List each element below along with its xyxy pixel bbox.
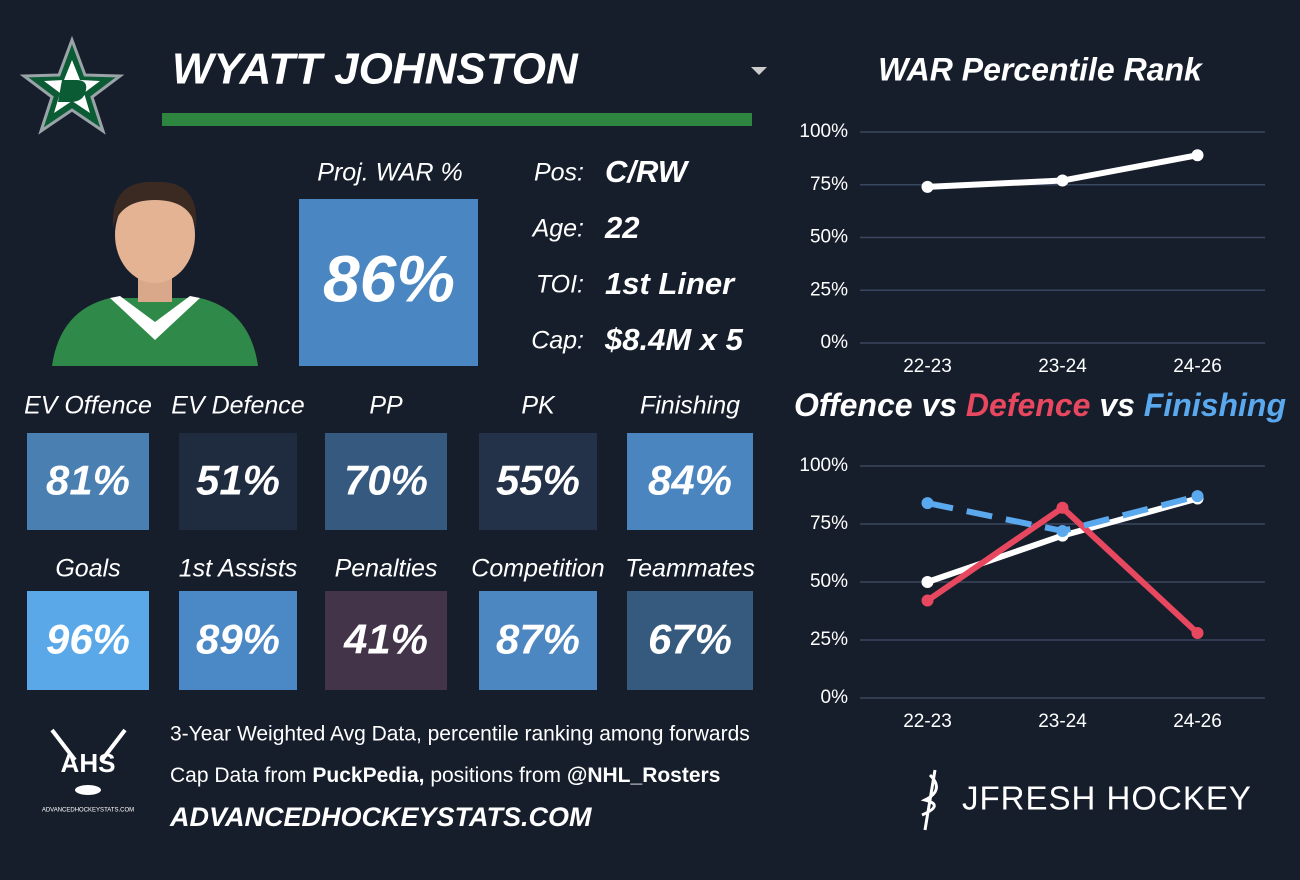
y-tick-label: 75% — [810, 513, 848, 534]
series-name: Offence — [794, 387, 913, 423]
series-name: Finishing — [1144, 387, 1286, 423]
player-name: WYATT JOHNSTON — [172, 45, 579, 94]
stat-value: 96% — [46, 616, 130, 663]
stat-label: PP — [369, 392, 403, 420]
y-tick-label: 25% — [810, 629, 848, 650]
footer-text: Cap Data from — [170, 764, 307, 787]
stat-tile — [479, 433, 597, 530]
bio-label: TOI: — [536, 271, 584, 299]
team-logo — [19, 35, 125, 135]
footer-source: @NHL_Rosters — [567, 764, 721, 787]
team-bar — [162, 113, 752, 126]
stat-value: 51% — [196, 457, 280, 504]
stat-label: 1st Assists — [179, 555, 298, 583]
brand-mark — [920, 769, 938, 831]
stat-tile — [325, 433, 447, 530]
stat-tile — [27, 591, 149, 690]
stat-value: 87% — [496, 616, 580, 663]
x-tick-label: 22-23 — [903, 711, 952, 732]
data-point — [1191, 627, 1204, 640]
data-point — [1056, 524, 1069, 537]
data-point — [921, 180, 934, 193]
x-tick-label: 23-24 — [1038, 356, 1087, 377]
stat-label: Competition — [471, 555, 604, 583]
data-point — [921, 576, 934, 588]
chart-title: Offence vs Defence vs Finishing — [794, 387, 1286, 423]
player-photo — [52, 181, 258, 366]
website: ADVANCEDHOCKEYSTATS.COM — [169, 802, 592, 832]
bio-value: C/RW — [605, 154, 690, 189]
stat-value: 81% — [46, 457, 130, 504]
footer-line2: Cap Data from PuckPedia, positions from … — [170, 764, 720, 787]
stat-label: Teammates — [625, 555, 755, 583]
stat-tile — [627, 591, 753, 690]
brand-name: JFRESH HOCKEY — [962, 780, 1252, 817]
x-tick-label: 24-26 — [1173, 356, 1222, 377]
stat-label: Finishing — [640, 392, 740, 420]
footer-source: PuckPedia, — [312, 764, 424, 787]
y-tick-label: 50% — [810, 571, 848, 592]
data-point — [1191, 490, 1204, 503]
data-point — [1056, 501, 1069, 514]
stat-label: EV Defence — [171, 392, 304, 420]
title-separator: vs — [921, 387, 957, 423]
stat-tile — [179, 591, 297, 690]
y-tick-label: 25% — [810, 279, 848, 300]
footer-line1: 3-Year Weighted Avg Data, percentile ran… — [170, 723, 750, 746]
bio: Pos: C/RW Age: 22 TOI: 1st Liner Cap: $8.4M x 5 — [531, 154, 744, 357]
series-name: Defence — [966, 387, 1091, 423]
bio-label: Age: — [531, 215, 584, 243]
data-point — [1056, 174, 1069, 187]
stat-label: EV Offence — [24, 392, 152, 420]
stat-label: Goals — [55, 555, 120, 583]
bio-value: 22 — [604, 210, 639, 245]
x-tick-label: 22-23 — [903, 356, 952, 377]
title-separator: vs — [1099, 387, 1135, 423]
proj-war-value: 86% — [323, 241, 455, 315]
stat-value: 70% — [344, 457, 428, 504]
proj-war-tile — [299, 199, 478, 366]
data-point — [921, 497, 934, 510]
y-tick-label: 100% — [799, 121, 848, 142]
dropdown-arrow[interactable] — [751, 67, 767, 75]
bio-label: Cap: — [531, 327, 584, 355]
stat-tile — [179, 433, 297, 530]
stat-value: 41% — [343, 616, 428, 663]
stat-value: 55% — [496, 457, 580, 504]
bio-value: 1st Liner — [605, 266, 736, 301]
data-point — [921, 594, 934, 607]
stat-value: 84% — [648, 457, 732, 504]
stat-tile — [27, 433, 149, 530]
chart-title: WAR Percentile Rank — [878, 51, 1204, 87]
stat-value: 89% — [196, 616, 280, 663]
bio-value: $8.4M x 5 — [604, 322, 744, 357]
data-point — [1191, 149, 1204, 162]
bio-label: Pos: — [534, 159, 584, 187]
ahs-logo-url: ADVANCEDHOCKEYSTATS.COM — [42, 808, 134, 814]
stat-tile — [325, 591, 447, 690]
stat-tile — [479, 591, 597, 690]
x-tick-label: 24-26 — [1173, 711, 1222, 732]
proj-war-label: Proj. WAR % — [317, 159, 462, 187]
y-tick-label: 75% — [810, 174, 848, 195]
stat-label: PK — [521, 392, 556, 420]
stat-tiles: EV Offence 81% EV Defence 51% PP 70% PK 55% Fini… — [24, 392, 755, 690]
y-tick-label: 0% — [821, 687, 849, 708]
footer-text: positions from — [430, 764, 561, 787]
stat-tile — [627, 433, 753, 530]
stat-value: 67% — [648, 616, 732, 663]
y-tick-label: 50% — [810, 227, 848, 248]
x-tick-label: 23-24 — [1038, 711, 1087, 732]
y-tick-label: 100% — [799, 455, 848, 476]
ahs-logo-text: AHS — [61, 748, 116, 778]
stat-label: Penalties — [335, 555, 438, 583]
y-tick-label: 0% — [821, 332, 849, 353]
ahs-logo: AHS ADVANCEDHOCKEYSTATS.COM — [42, 728, 134, 814]
